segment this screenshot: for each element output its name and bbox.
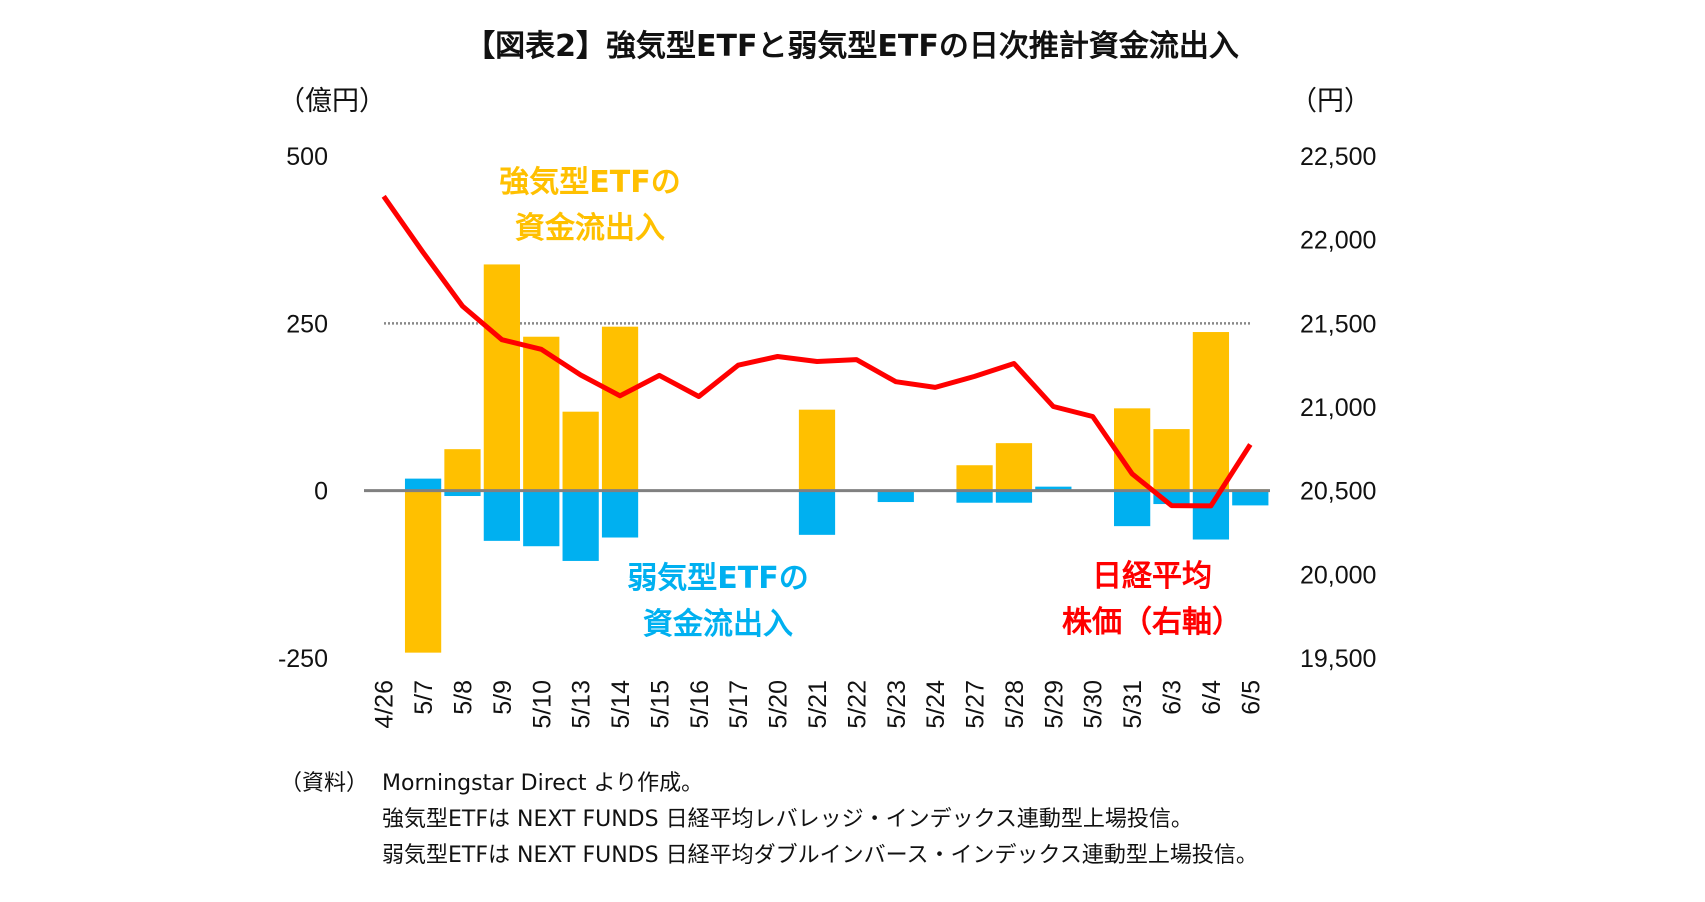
x-tick-label: 5/17 (725, 680, 753, 729)
right-tick-label: 20,500 (1300, 478, 1376, 506)
note-strong-etf: 強気型ETFは NEXT FUNDS 日経平均レバレッジ・インデックス連動型上場… (382, 807, 1193, 832)
weak-etf-bar (1114, 490, 1151, 527)
x-axis-labels: 4/26 5/7 5/8 5/9 5/10 5/13 5/14 5/15 5/16 5/17 5/2… (371, 680, 1266, 729)
right-tick-label: 21,500 (1300, 310, 1376, 338)
note-source: Morningstar Direct より作成。 (382, 771, 703, 796)
strong-etf-bar (523, 336, 560, 491)
strong-etf-bar (995, 443, 1033, 491)
left-axis-unit: （億円） (278, 86, 386, 117)
chart-title: 【図表2】強気型ETFと弱気型ETFの日次推計資金流出入 (465, 29, 1239, 64)
x-tick-label: 5/30 (1080, 680, 1108, 729)
strong-etf-bar (798, 409, 836, 491)
x-tick-label: 6/5 (1237, 680, 1265, 715)
weak-etf-bar (562, 490, 599, 561)
weak-etf-bar (1035, 486, 1072, 491)
strong-etf-bar (601, 326, 639, 491)
x-tick-label: 5/24 (922, 680, 950, 729)
weak-etf-bar (601, 490, 639, 538)
x-tick-label: 5/29 (1040, 680, 1068, 729)
nikkei-line (381, 194, 1253, 509)
right-tick-label: 22,500 (1300, 143, 1376, 171)
weak-etf-bar (1192, 490, 1230, 540)
nikkei-line-group (381, 194, 1253, 509)
annotation-nikkei-line2: 株価（右軸） (1062, 605, 1242, 640)
weak-etf-bar (995, 490, 1033, 503)
note-weak-etf: 弱気型ETFは NEXT FUNDS 日経平均ダブルインバース・インデックス連動… (382, 843, 1258, 868)
right-axis-ticks: 22,500 22,000 21,500 21,000 20,500 20,000 19,5… (1300, 143, 1376, 673)
weak-etf-bar (1232, 490, 1269, 506)
x-tick-label: 5/7 (410, 680, 438, 715)
left-tick-label: 500 (286, 143, 328, 171)
x-tick-label: 5/15 (646, 680, 674, 729)
weak-etf-bar (798, 490, 836, 535)
strong-etf-bar (483, 264, 520, 491)
weak-etf-bar (877, 490, 914, 503)
weak-etf-bar (404, 478, 442, 491)
x-tick-label: 5/20 (765, 680, 793, 729)
x-tick-label: 5/14 (607, 680, 635, 729)
strong-etf-bar (1153, 429, 1190, 491)
x-tick-label: 5/21 (804, 680, 832, 729)
strong-etf-bar (1114, 408, 1151, 491)
right-axis-unit: （円） (1290, 86, 1371, 117)
weak-etf-bar (444, 490, 481, 497)
x-tick-label: 5/23 (883, 680, 911, 729)
x-tick-label: 4/26 (371, 680, 399, 729)
right-tick-label: 19,500 (1300, 645, 1376, 673)
annotation-weak-line2: 資金流出入 (643, 607, 793, 642)
x-tick-label: 5/13 (568, 680, 596, 729)
annotation-weak-line1: 弱気型ETFの (627, 561, 808, 596)
strong-etf-bar (956, 465, 993, 491)
x-tick-label: 5/8 (449, 680, 477, 715)
right-tick-label: 20,000 (1300, 561, 1376, 589)
weak-etf-bar (956, 490, 993, 503)
x-tick-label: 5/10 (528, 680, 556, 729)
x-tick-label: 5/22 (843, 680, 871, 729)
x-tick-label: 5/16 (686, 680, 714, 729)
weak-etf-bar (483, 490, 520, 541)
x-tick-label: 5/9 (489, 680, 517, 715)
x-tick-label: 5/27 (962, 680, 990, 729)
annotation-strong-line2: 資金流出入 (515, 211, 665, 246)
left-axis-ticks: 500 250 0 -250 (278, 143, 328, 673)
left-tick-label: 250 (286, 310, 328, 338)
strong-etf-bar (404, 490, 442, 653)
strong-etf-bar (562, 411, 599, 491)
left-tick-label: 0 (314, 478, 328, 506)
strong-etf-bar (1192, 332, 1230, 491)
strong-etf-bar (444, 449, 481, 491)
bars (404, 264, 1269, 653)
right-tick-label: 21,000 (1300, 394, 1376, 422)
x-tick-label: 5/28 (1001, 680, 1029, 729)
annotation-nikkei-line1: 日経平均 (1092, 559, 1212, 594)
annotation-strong-line1: 強気型ETFの (499, 165, 680, 200)
right-tick-label: 22,000 (1300, 227, 1376, 255)
x-tick-label: 5/31 (1119, 680, 1147, 729)
x-tick-label: 6/4 (1198, 680, 1226, 715)
note-source-label: （資料） (280, 771, 368, 796)
x-tick-label: 6/3 (1159, 680, 1187, 715)
left-tick-label: -250 (278, 645, 328, 673)
weak-etf-bar (523, 490, 560, 547)
